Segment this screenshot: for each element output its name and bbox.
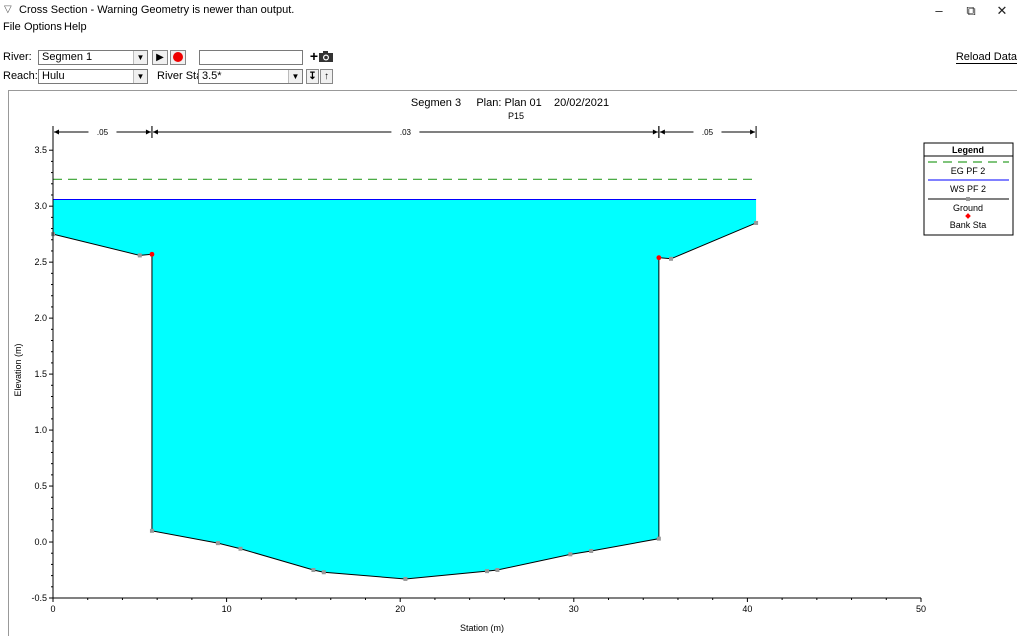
bank-station-point: [656, 255, 662, 261]
title-bar: ▽ Cross Section - Warning Geometry is ne…: [0, 0, 1019, 20]
play-button[interactable]: ▶: [152, 50, 168, 65]
ground-point: [485, 569, 489, 574]
reach-label: Reach:: [3, 70, 38, 82]
chart-title: Segmen 3 Plan: Plan 01 20/02/2021: [411, 97, 609, 109]
chevron-down-icon: ▼: [288, 70, 302, 83]
mannings-n-arrow: [54, 129, 59, 135]
y-tick-label: 3.0: [34, 201, 47, 211]
menu-file[interactable]: File: [3, 21, 21, 33]
y-tick-label: -0.5: [31, 593, 47, 603]
next-down-button[interactable]: ↧: [306, 69, 319, 84]
mannings-n-arrow: [145, 129, 151, 135]
water-fill: [53, 199, 757, 579]
y-tick-label: 0.0: [34, 537, 47, 547]
y-tick-label: 2.0: [34, 313, 47, 323]
ground-point: [215, 541, 220, 546]
ground-point: [149, 528, 154, 533]
record-icon: [173, 52, 183, 62]
chart-lines: [51, 178, 759, 581]
chart-subtitle: P15: [508, 111, 524, 121]
toolbar-row-reach: Reach: Hulu ▼ River Sta.: 3.5* ▼ ↧ ↑: [0, 68, 1019, 88]
y-tick-label: 3.5: [34, 145, 47, 155]
river-sta-label: River Sta.:: [157, 70, 209, 82]
camera-button[interactable]: [318, 50, 334, 65]
mannings-n-label: .05: [702, 128, 714, 137]
y-tick-label: 0.5: [34, 481, 47, 491]
legend-ground-label: Ground: [953, 203, 983, 213]
reach-select-value: Hulu: [42, 70, 65, 82]
chevron-down-icon: ▼: [133, 70, 147, 83]
mannings-n-label: .05: [97, 128, 109, 137]
toolbar-row-river: River: Segmen 1 ▼ ▶ + Reload Data: [0, 49, 1019, 69]
reload-data-button[interactable]: Reload Data: [955, 51, 1017, 64]
minimize-button[interactable]: –: [935, 3, 943, 18]
plus-button[interactable]: +: [306, 48, 322, 65]
ground-point: [311, 568, 316, 573]
menu-options[interactable]: Options: [24, 21, 62, 33]
mannings-n-arrow: [152, 129, 158, 135]
legend: Legend EG PF 2 WS PF 2 Ground Bank Sta: [923, 142, 1014, 236]
chart-axes: -0.5 0.0 0.5 1.0 1.5 2.0 2.5 3.0 3.5 0 10 20 30 40 50.…: [31, 126, 926, 614]
x-tick-label: 20: [395, 604, 405, 614]
up-arrow-icon: ↑: [324, 71, 329, 82]
river-select-value: Segmen 1: [42, 51, 93, 63]
play-icon: ▶: [156, 52, 164, 63]
y-tick-label: 2.5: [34, 257, 47, 267]
next-up-button[interactable]: ↑: [320, 69, 333, 84]
ground-point: [238, 546, 243, 551]
legend-eg-label: EG PF 2: [951, 166, 986, 176]
ground-point: [669, 256, 674, 261]
ground-point: [589, 548, 594, 553]
x-tick-label: 30: [569, 604, 579, 614]
ground-point: [495, 568, 500, 573]
river-sta-select[interactable]: 3.5* ▼: [198, 69, 303, 84]
ground-point: [754, 220, 759, 225]
mannings-n-arrow: [652, 129, 658, 135]
legend-bank-marker: [965, 213, 971, 219]
ground-point: [321, 570, 326, 575]
legend-ground-marker: [966, 197, 970, 201]
camera-icon: [319, 51, 333, 62]
down-arrow-icon: ↧: [308, 71, 317, 82]
profile-box[interactable]: [199, 50, 303, 65]
river-select[interactable]: Segmen 1 ▼: [38, 50, 148, 65]
maximize-button[interactable]: ⧉: [966, 3, 976, 18]
river-sta-select-value: 3.5*: [202, 70, 222, 82]
legend-title: Legend: [952, 145, 984, 155]
bank-station-point: [149, 251, 155, 257]
record-button[interactable]: [170, 50, 186, 65]
chevron-down-icon: ▼: [133, 51, 147, 64]
ground-point: [568, 552, 573, 557]
water-area: [53, 199, 757, 579]
x-tick-label: 0: [50, 604, 55, 614]
window-menu-icon[interactable]: ▽: [4, 4, 12, 15]
legend-ws-label: WS PF 2: [950, 184, 986, 194]
y-tick-label: 1.5: [34, 369, 47, 379]
y-tick-label: 1.0: [34, 425, 47, 435]
x-axis-label: Station (m): [460, 623, 504, 633]
plus-icon: +: [309, 48, 319, 64]
ground-point: [656, 536, 661, 541]
window-title: Cross Section - Warning Geometry is newe…: [19, 4, 295, 16]
close-button[interactable]: ✕: [996, 3, 1008, 18]
x-tick-label: 10: [222, 604, 232, 614]
x-tick-label: 40: [742, 604, 752, 614]
river-label: River:: [3, 51, 32, 63]
reach-select[interactable]: Hulu ▼: [38, 69, 148, 84]
y-axis-label: Elevation (m): [13, 343, 23, 396]
menu-help[interactable]: Help: [64, 21, 87, 33]
mannings-n-arrow: [659, 129, 665, 135]
mannings-n-label: .03: [400, 128, 412, 137]
ground-point: [403, 576, 408, 581]
mannings-n-arrow: [750, 129, 756, 135]
ground-point: [137, 253, 142, 258]
x-tick-label: 50: [916, 604, 926, 614]
legend-bank-label: Bank Sta: [950, 220, 987, 230]
menu-bar: File Options Help: [0, 20, 1019, 35]
